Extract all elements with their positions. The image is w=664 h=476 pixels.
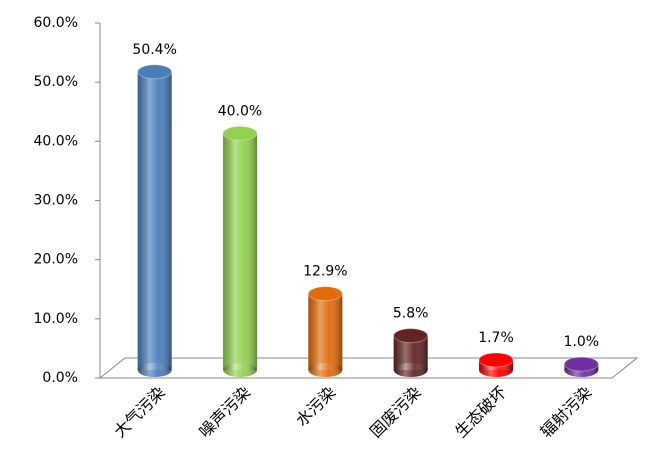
value-label: 40.0% <box>218 103 262 119</box>
value-label: 50.4% <box>132 42 176 58</box>
x-tick-label: 生态破坏 <box>451 383 510 442</box>
y-tick-label: 20.0% <box>34 252 78 268</box>
bar-shade <box>223 133 257 370</box>
y-tick-label: 10.0% <box>34 311 78 327</box>
y-tick-label: 50.0% <box>34 74 78 90</box>
value-label: 1.0% <box>564 334 600 350</box>
y-tick-label: 60.0% <box>34 15 78 31</box>
bar-top <box>137 64 173 80</box>
floor <box>98 357 639 379</box>
bar-shade <box>308 293 343 370</box>
bar-top <box>307 286 343 302</box>
y-tick-label: 0.0% <box>42 370 78 386</box>
bar-top <box>222 125 258 141</box>
x-tick-label: 固废污染 <box>366 383 425 442</box>
value-label: 1.7% <box>478 330 514 346</box>
bar-top <box>563 356 599 372</box>
x-tick-label: 水污染 <box>292 383 339 430</box>
x-tick-label: 辐射污染 <box>537 383 596 442</box>
y-tick-label: 30.0% <box>34 193 78 209</box>
x-tick-label: 噪声污染 <box>195 383 254 442</box>
value-label: 12.9% <box>303 264 347 280</box>
bar-shade <box>137 71 172 371</box>
y-tick-label: 40.0% <box>34 133 78 149</box>
bar-top <box>478 352 514 368</box>
bar-top <box>393 328 429 344</box>
x-tick-label: 大气污染 <box>110 383 169 442</box>
value-label: 5.8% <box>393 306 429 322</box>
